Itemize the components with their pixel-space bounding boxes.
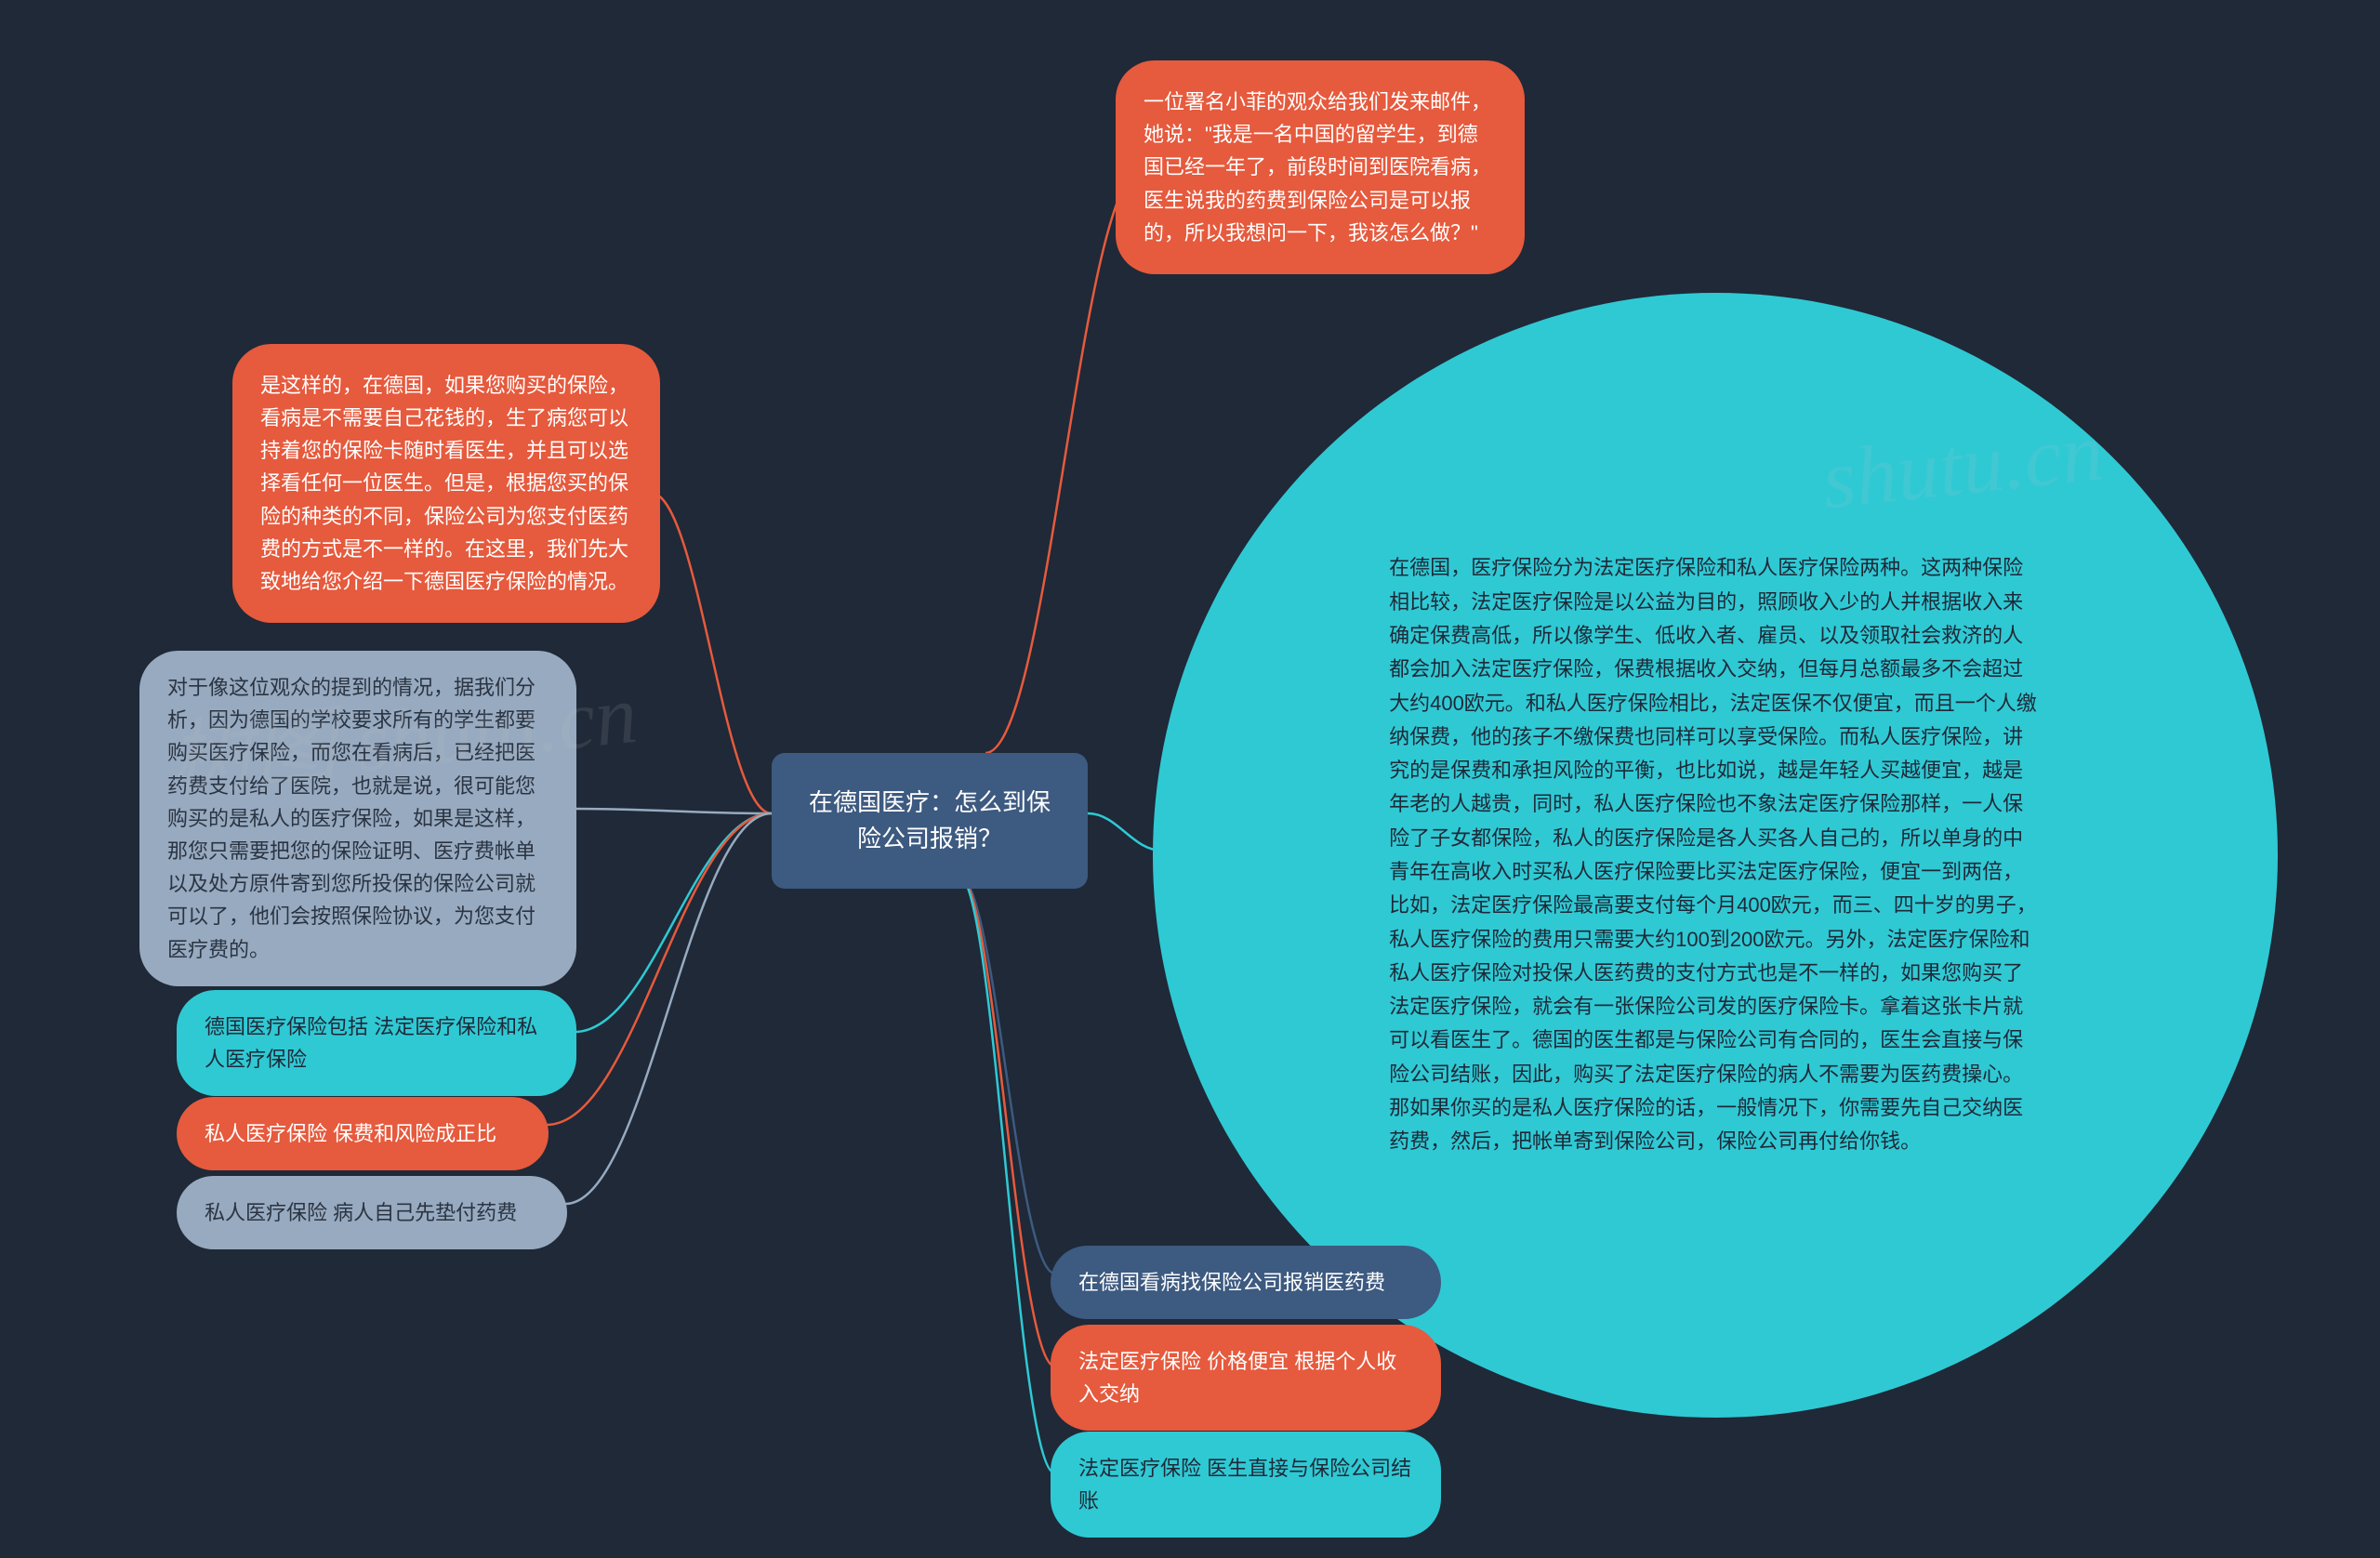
- mindmap-node-n8: 法定医疗保险 价格便宜 根据个人收入交纳: [1051, 1325, 1441, 1431]
- mindmap-node-n6: 私人医疗保险 病人自己先垫付药费: [177, 1176, 567, 1249]
- mindmap-node-n7: 在德国看病找保险公司报销医药费: [1051, 1246, 1441, 1319]
- mindmap-node-n9: 法定医疗保险 医生直接与保险公司结账: [1051, 1432, 1441, 1538]
- mindmap-node-n2: 是这样的，在德国，如果您购买的保险，看病是不需要自己花钱的，生了病您可以持着您的…: [232, 344, 660, 623]
- node-text: 是这样的，在德国，如果您购买的保险，看病是不需要自己花钱的，生了病您可以持着您的…: [260, 369, 632, 598]
- center-topic-text: 在德国医疗：怎么到保险公司报销？: [809, 788, 1051, 852]
- node-text: 私人医疗保险 保费和风险成正比: [205, 1117, 496, 1150]
- node-text: 德国医疗保险包括 法定医疗保险和私人医疗保险: [205, 1010, 549, 1076]
- node-text: 对于像这位观众的提到的情况，据我们分析，因为德国的学校要求所有的学生都要购买医疗…: [167, 671, 549, 966]
- mindmap-node-n4: 德国医疗保险包括 法定医疗保险和私人医疗保险: [177, 990, 576, 1096]
- node-text: 在德国看病找保险公司报销医药费: [1078, 1266, 1385, 1299]
- node-text: 法定医疗保险 价格便宜 根据个人收入交纳: [1078, 1345, 1413, 1410]
- node-text: 法定医疗保险 医生直接与保险公司结账: [1078, 1452, 1413, 1517]
- node-text: 私人医疗保险 病人自己先垫付药费: [205, 1196, 517, 1229]
- center-topic: 在德国医疗：怎么到保险公司报销？: [772, 753, 1088, 889]
- node-text: 一位署名小菲的观众给我们发来邮件，她说："我是一名中国的留学生，到德国已经一年了…: [1144, 86, 1497, 249]
- large-detail-text: 在德国，医疗保险分为法定医疗保险和私人医疗保险两种。这两种保险相比较，法定医疗保…: [1389, 551, 2042, 1158]
- mindmap-node-n3: 对于像这位观众的提到的情况，据我们分析，因为德国的学校要求所有的学生都要购买医疗…: [139, 651, 576, 986]
- mindmap-node-n1: 一位署名小菲的观众给我们发来邮件，她说："我是一名中国的留学生，到德国已经一年了…: [1116, 60, 1525, 274]
- mindmap-node-n5: 私人医疗保险 保费和风险成正比: [177, 1097, 549, 1170]
